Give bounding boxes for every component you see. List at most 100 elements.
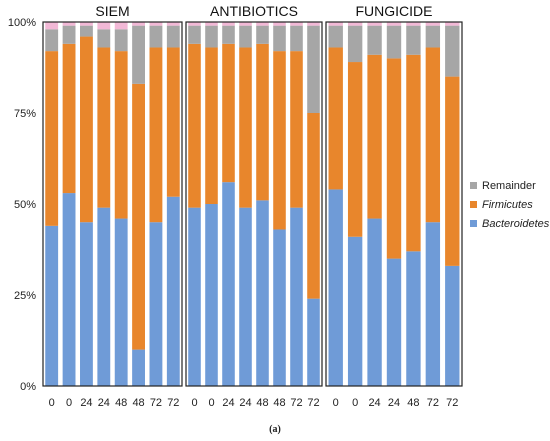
bar-segment-bacteroidetes (425, 222, 441, 386)
bar-segment-other (290, 22, 303, 26)
bar-segment-other (205, 22, 218, 26)
bar-segment-firmicutes (290, 51, 303, 208)
bar-segment-remainder (132, 25, 145, 84)
x-tick-label: 0 (191, 397, 197, 409)
panel-title: SIEM (95, 3, 129, 19)
bar-segment-bacteroidetes (367, 218, 382, 386)
bar-segment-bacteroidetes (406, 251, 421, 386)
bar-segment-remainder (273, 25, 286, 52)
bar-segment-other (80, 22, 93, 26)
panel-title: FUNGICIDE (356, 3, 433, 19)
bar-segment-bacteroidetes (114, 218, 128, 386)
panel-frame (42, 21, 183, 387)
bar-segment-other (307, 22, 320, 26)
legend-label: Bacteroidetes (482, 218, 550, 230)
legend-swatch (470, 201, 477, 208)
bar-segment-firmicutes (256, 43, 269, 201)
bar-segment-bacteroidetes (132, 349, 145, 386)
bar-segment-firmicutes (328, 47, 343, 190)
legend-swatch (470, 182, 477, 189)
bar-segment-other (239, 22, 252, 26)
bar-segment-firmicutes (97, 47, 111, 208)
x-tick-label: 24 (239, 397, 251, 409)
x-tick-label: 0 (208, 397, 214, 409)
bar-segment-other (256, 22, 269, 26)
x-tick-label: 48 (273, 397, 285, 409)
bar-segment-remainder (114, 29, 128, 52)
bar-segment-bacteroidetes (205, 204, 218, 386)
x-tick-label: 72 (167, 397, 179, 409)
bar-segment-firmicutes (445, 76, 460, 266)
bar-segment-bacteroidetes (80, 222, 93, 386)
x-tick-label: 72 (150, 397, 162, 409)
bar-segment-remainder (367, 25, 382, 55)
bar-segment-other (45, 22, 59, 30)
bar-segment-firmicutes (386, 58, 402, 259)
bar-segment-other (222, 22, 235, 26)
bar-segment-other (367, 22, 382, 26)
bar-segment-other (273, 22, 286, 26)
bar-segment-remainder (97, 29, 111, 48)
x-tick-label: 24 (388, 397, 400, 409)
bar-segment-firmicutes (132, 83, 145, 350)
y-tick-label: 25% (14, 290, 36, 302)
x-tick-label: 0 (49, 397, 55, 409)
bar-segment-remainder (256, 25, 269, 44)
bar-segment-remainder (328, 25, 343, 48)
bar-segment-other (445, 22, 460, 26)
x-tick-label: 24 (368, 397, 380, 409)
x-tick-label: 72 (427, 397, 439, 409)
bar-segment-firmicutes (80, 36, 93, 223)
x-tick-label: 72 (307, 397, 319, 409)
bar-segment-other (97, 22, 111, 30)
bar-segment-remainder (188, 25, 201, 44)
bar-segment-firmicutes (406, 54, 421, 252)
bar-segment-remainder (425, 25, 441, 48)
bar-segment-other (328, 22, 343, 26)
bar-segment-bacteroidetes (166, 196, 180, 386)
bar-segment-other (166, 22, 180, 26)
x-tick-label: 0 (352, 397, 358, 409)
bar-segment-other (132, 22, 145, 26)
legend-swatch (470, 220, 477, 227)
bar-segment-remainder (62, 25, 76, 44)
bar-segment-bacteroidetes (386, 258, 402, 386)
bar-segment-firmicutes (188, 43, 201, 208)
bar-segment-bacteroidetes (239, 207, 252, 386)
x-tick-label: 48 (115, 397, 127, 409)
figure-caption: (a) (269, 424, 281, 435)
panel-frame (325, 21, 463, 387)
bar-segment-bacteroidetes (222, 182, 235, 386)
bar-segment-firmicutes (149, 47, 163, 223)
bar-segment-remainder (386, 25, 402, 59)
bar-segment-bacteroidetes (328, 189, 343, 386)
bar-segment-firmicutes (205, 47, 218, 205)
y-tick-label: 75% (14, 108, 36, 120)
x-tick-label: 72 (446, 397, 458, 409)
x-tick-label: 72 (290, 397, 302, 409)
legend-label: Remainder (482, 180, 536, 192)
bar-segment-bacteroidetes (347, 236, 363, 386)
x-tick-label: 24 (80, 397, 92, 409)
bar-segment-firmicutes (239, 47, 252, 208)
bar-segment-remainder (445, 25, 460, 77)
bar-segment-remainder (406, 25, 421, 55)
bar-segment-bacteroidetes (307, 298, 320, 386)
bar-segment-remainder (166, 25, 180, 48)
bar-segment-bacteroidetes (256, 200, 269, 386)
bar-segment-remainder (222, 25, 235, 44)
bar-segment-other (386, 22, 402, 26)
bar-segment-firmicutes (307, 113, 320, 299)
bar-segment-bacteroidetes (445, 265, 460, 386)
x-tick-label: 0 (66, 397, 72, 409)
bar-segment-firmicutes (273, 51, 286, 230)
x-tick-label: 0 (333, 397, 339, 409)
y-tick-label: 0% (20, 381, 36, 393)
bar-segment-remainder (149, 25, 163, 48)
bar-segment-firmicutes (45, 51, 59, 226)
bar-segment-other (188, 22, 201, 26)
bar-segment-remainder (205, 25, 218, 48)
x-tick-label: 48 (132, 397, 144, 409)
panel-frame (185, 21, 323, 387)
